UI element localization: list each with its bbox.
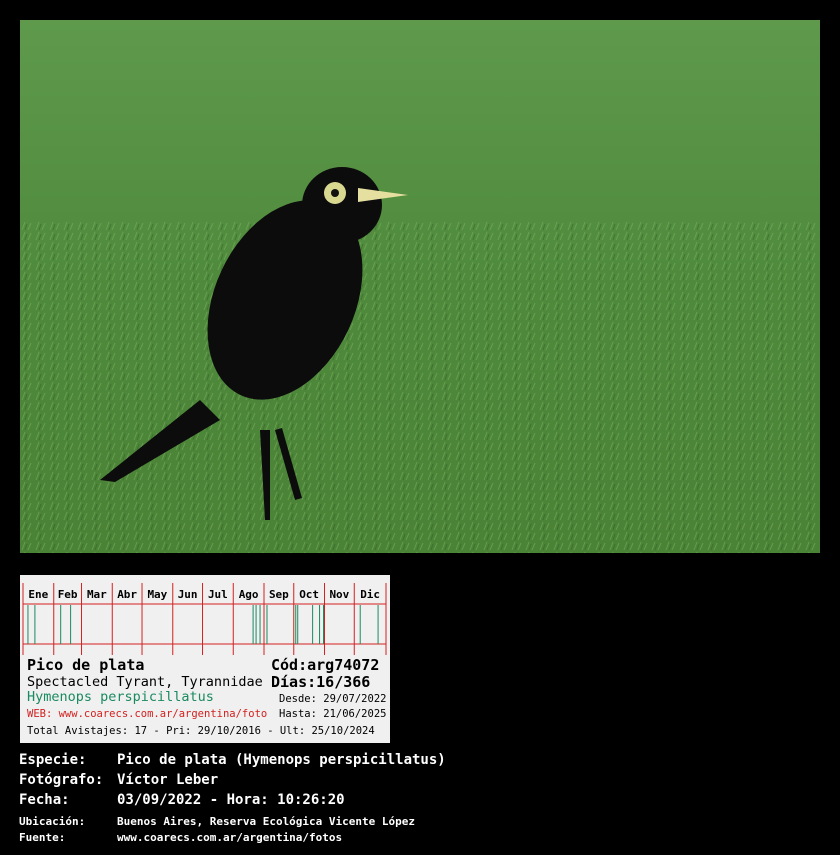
species-code: Cód:arg74072 (271, 656, 380, 674)
month-label: Abr (117, 588, 137, 601)
web-link[interactable]: WEB: www.coarecs.com.ar/argentina/foto (27, 708, 268, 720)
fuente-label: Fuente: (19, 831, 66, 844)
month-label: May (147, 588, 167, 601)
month-label: Nov (329, 588, 349, 601)
month-label: Ago (239, 588, 259, 601)
month-label: Feb (58, 588, 78, 601)
ubicacion-value: Buenos Aires, Reserva Ecológica Vicente … (117, 815, 416, 828)
totals: Total Avistajes: 17 - Pri: 29/10/2016 - … (27, 725, 375, 737)
fotografo-label: Fotógrafo: (19, 772, 104, 788)
month-label: Ene (28, 588, 48, 601)
month-label: Sep (269, 588, 289, 601)
hasta-date: Hasta: 21/06/2025 (279, 708, 387, 720)
species-card: Ene Feb Mar Abr May Jun Jul Ago Sep Oct Nov Dic Pic… (20, 575, 390, 743)
month-label: Dic (360, 588, 380, 601)
especie-label: Especie: (19, 752, 87, 768)
fotografo-value: Víctor Leber (117, 772, 219, 788)
sighting-calendar: Ene Feb Mar Abr May Jun Jul Ago Sep Oct Nov Dic (22, 583, 387, 655)
month-label: Mar (87, 588, 107, 601)
english-family: Spectacled Tyrant, Tyrannidae (27, 674, 263, 690)
desde-date: Desde: 29/07/2022 (279, 693, 387, 705)
days-count: Días:16/366 (271, 673, 371, 691)
scientific-name: Hymenops perspicillatus (27, 689, 214, 705)
fecha-value: 03/09/2022 - Hora: 10:26:20 (117, 792, 345, 808)
fecha-label: Fecha: (19, 792, 70, 808)
fuente-value[interactable]: www.coarecs.com.ar/argentina/fotos (117, 831, 343, 844)
especie-value: Pico de plata (Hymenops perspicillatus) (117, 752, 446, 768)
month-label: Oct (299, 588, 319, 601)
bird (100, 167, 382, 520)
month-label: Jul (208, 588, 228, 601)
month-label: Jun (178, 588, 198, 601)
bird-photo (20, 20, 820, 553)
ubicacion-label: Ubicación: (19, 815, 86, 828)
common-name: Pico de plata (27, 656, 145, 674)
